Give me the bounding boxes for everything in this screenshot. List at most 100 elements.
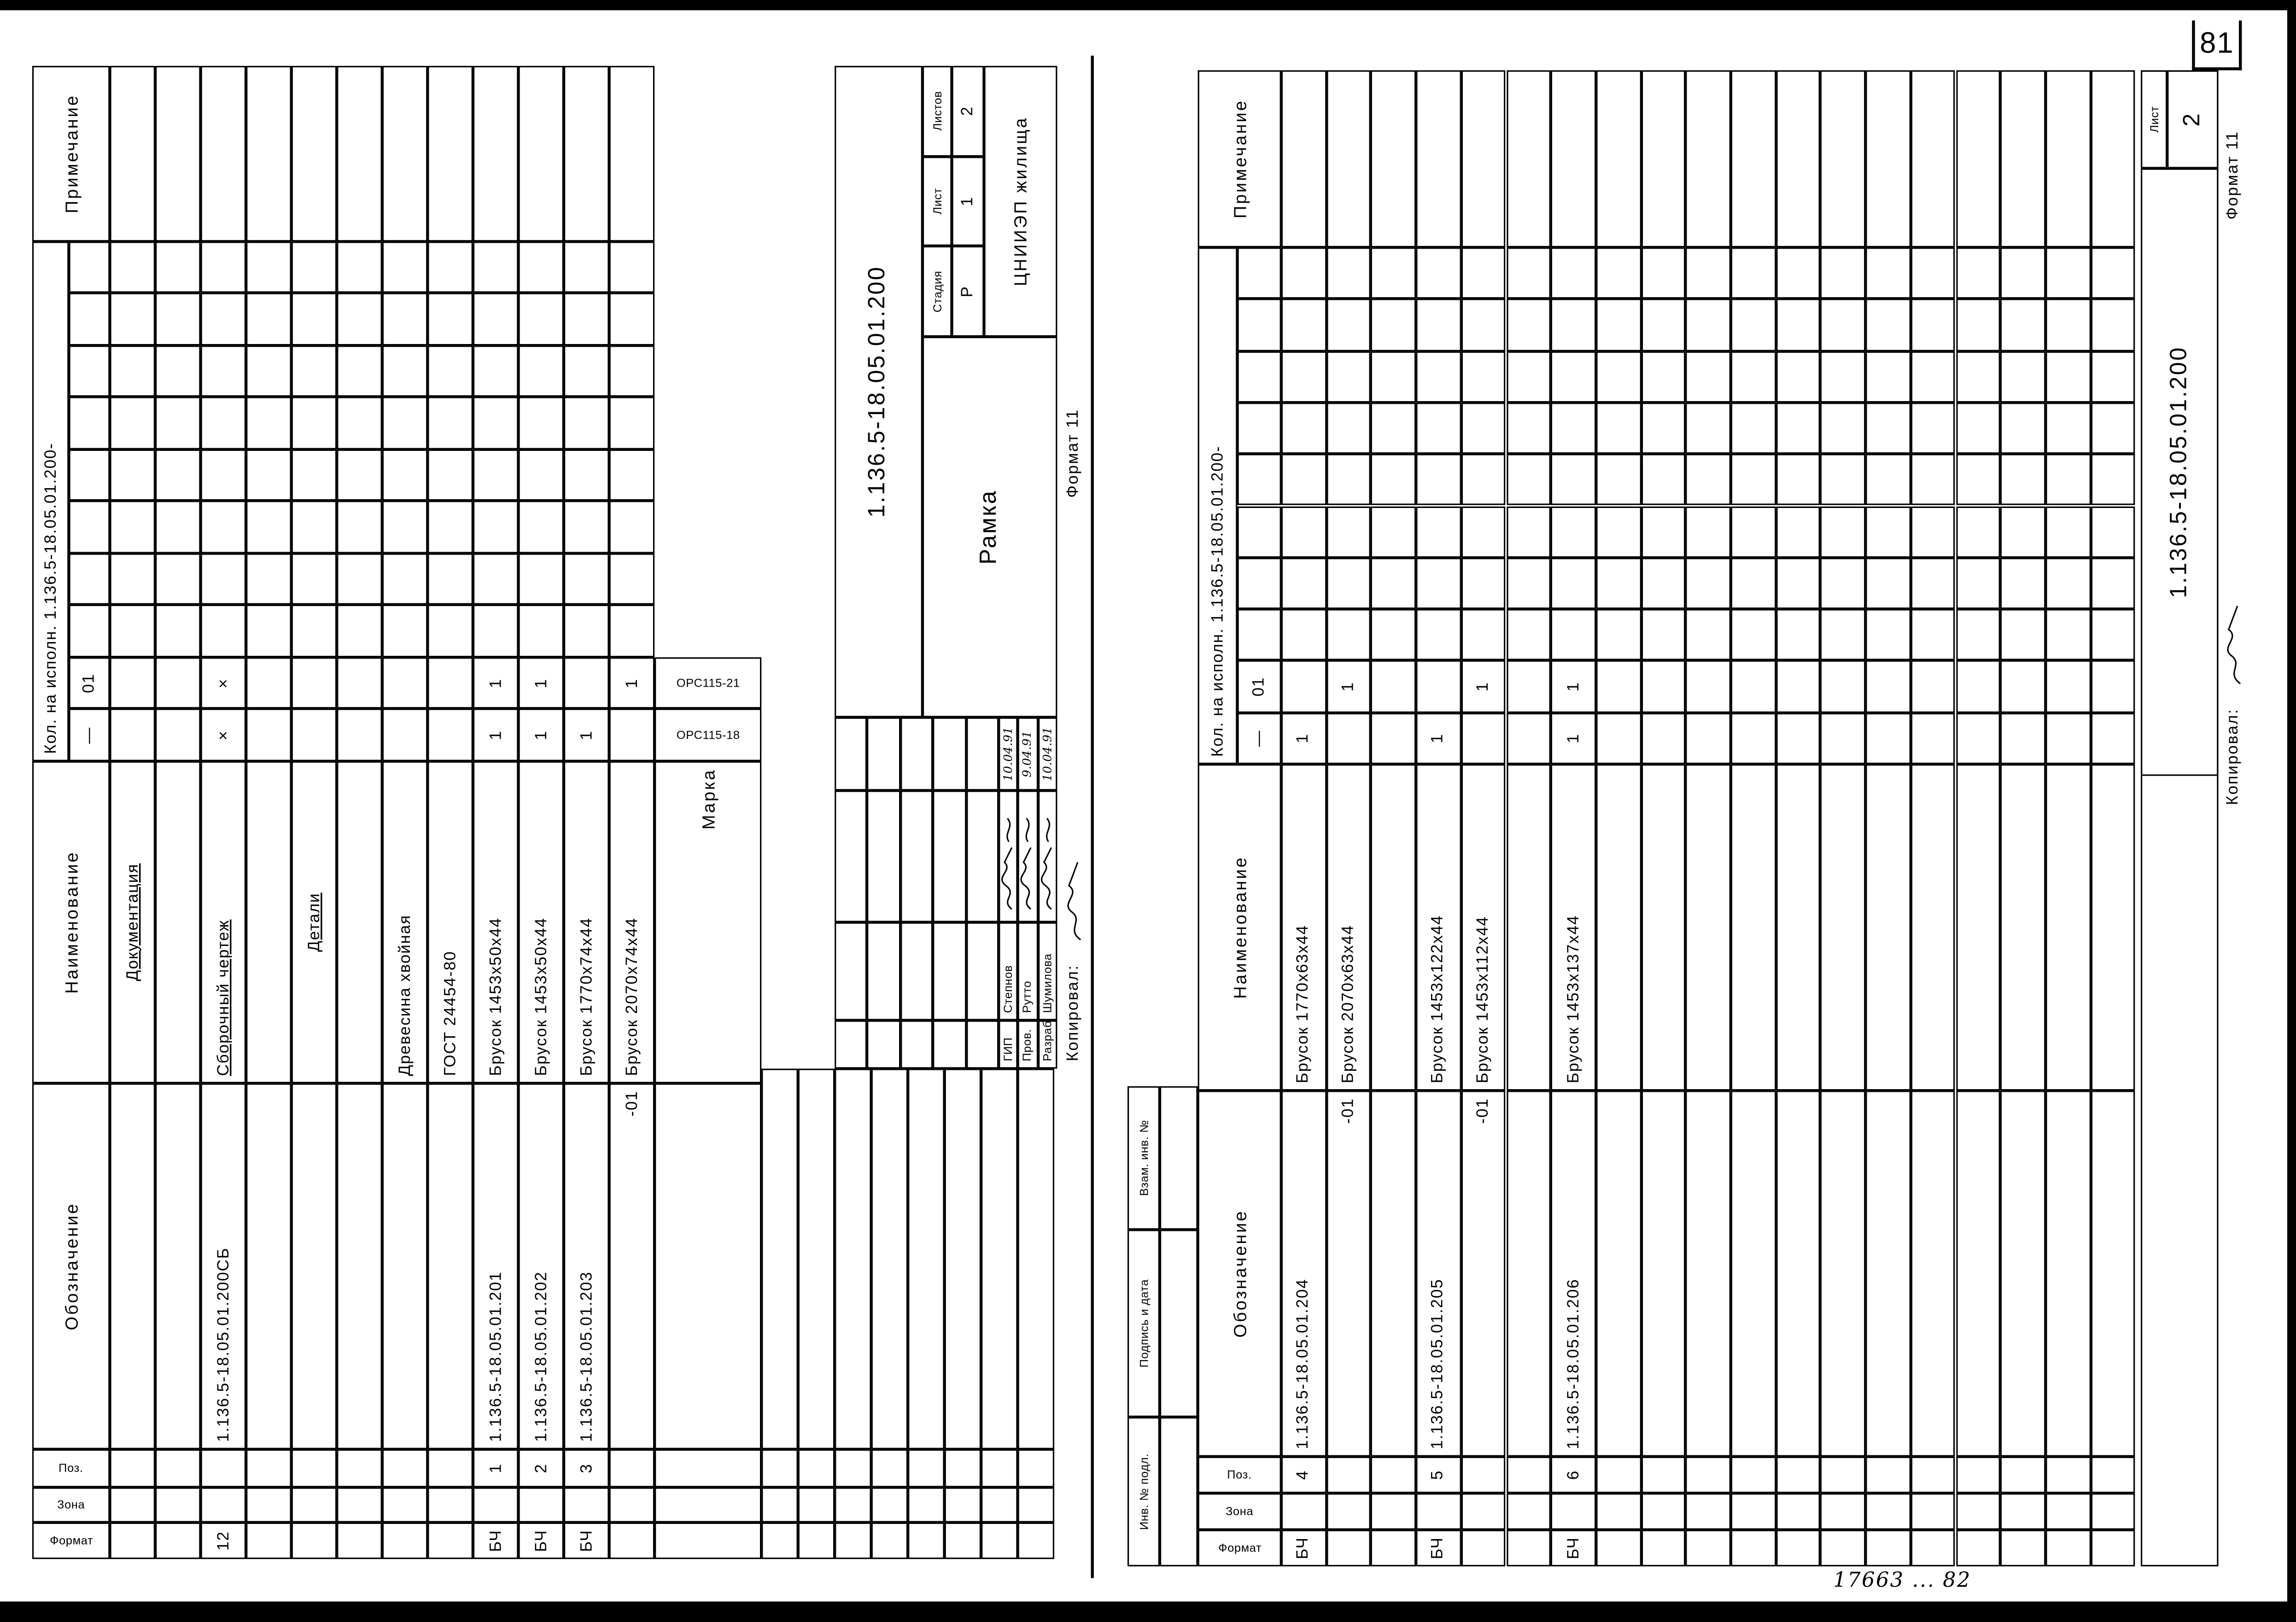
cell-zone — [291, 1487, 337, 1523]
cell-quantity — [1686, 402, 1731, 455]
cell-quantity — [246, 241, 292, 294]
cell-quantity — [1730, 609, 1776, 661]
marka-value-text: ОРС115-18 — [676, 729, 740, 742]
cell-position: 2 — [518, 1449, 564, 1488]
cell-quantity — [1686, 350, 1731, 403]
cell-quantity — [2045, 350, 2091, 403]
stage-value-text: 2 — [959, 106, 977, 116]
cell-zone — [110, 1487, 155, 1523]
handwritten-signature — [1001, 817, 1013, 910]
cell-quantity — [110, 293, 155, 346]
cell-position — [1641, 1456, 1686, 1494]
cell-name-text: Документация — [123, 863, 141, 981]
cell-quantity — [1416, 402, 1461, 455]
cell-quantity — [1910, 247, 1956, 299]
cell-quantity — [609, 241, 655, 294]
header-zone: Зона — [1198, 1493, 1281, 1530]
copier-signature — [1067, 862, 1081, 941]
cell-zone — [155, 1487, 201, 1523]
cell-quantity — [563, 345, 609, 398]
cell-position — [1776, 1456, 1821, 1494]
cell-designation-text: -01 — [1340, 1098, 1358, 1124]
header-designation: Обозначение — [1198, 1091, 1281, 1457]
cell-quantity: 1 — [1461, 660, 1506, 713]
cell-quantity — [563, 657, 609, 710]
signature-table-cell — [835, 717, 868, 791]
copier-signature — [2227, 606, 2241, 684]
cell-quantity — [1641, 660, 1686, 713]
cell-zone — [1730, 1493, 1776, 1530]
cell-note — [1506, 70, 1551, 248]
cell-designation: 1.136.5-18.05.01.201 — [473, 1083, 519, 1449]
cell-designation — [1776, 1091, 1821, 1457]
cell-format — [761, 1522, 798, 1559]
cell-position: 4 — [1281, 1456, 1326, 1494]
cell-quantity — [1776, 454, 1821, 506]
cell-designation — [246, 1083, 292, 1449]
cell-name — [1776, 764, 1821, 1091]
header-quantity-variant — [69, 449, 110, 502]
cell-quantity — [2000, 660, 2045, 713]
document-code: 1.136.5-18.05.01.200 — [835, 66, 923, 718]
cell-quantity — [200, 449, 246, 502]
cell-quantity — [1730, 712, 1776, 764]
cell-quantity — [1776, 712, 1821, 764]
cell-quantity — [1551, 350, 1596, 403]
cell-quantity — [1506, 557, 1551, 609]
cell-position — [382, 1449, 428, 1488]
cell-quantity — [1776, 660, 1821, 713]
cell-name-text: Брусок 1453x122x44 — [1430, 915, 1448, 1084]
cell-format: БЧ — [1281, 1529, 1326, 1567]
cell-quantity — [1955, 247, 2001, 299]
cell-quantity — [1730, 454, 1776, 506]
cell-format — [155, 1522, 201, 1559]
cell-quantity: × — [200, 709, 246, 761]
cell-zone — [473, 1487, 519, 1523]
document-name-text: Рамка — [976, 489, 1002, 565]
cell-quantity — [518, 449, 564, 502]
cell-designation: 1.136.5-18.05.01.205 — [1416, 1091, 1461, 1457]
cell-quantity — [518, 345, 564, 398]
cell-quantity — [1326, 506, 1371, 558]
cell-quantity — [427, 501, 473, 554]
cell-designation — [291, 1083, 337, 1449]
staff-date: 9.04.91 — [1018, 717, 1038, 791]
cell-quantity-text: 1 — [487, 678, 505, 688]
cell-position — [871, 1449, 908, 1488]
cell-quantity — [382, 657, 428, 710]
header-quantity-text: Кол. на исполн. 1.136.5-18.05.01.200- — [1209, 445, 1227, 757]
document-code-text: 1.136.5-18.05.01.200 — [2166, 346, 2191, 598]
cell-quantity: × — [200, 657, 246, 710]
cell-quantity — [427, 449, 473, 502]
staff-signature — [1037, 790, 1057, 922]
cell-format — [2090, 1529, 2136, 1567]
cell-quantity — [2000, 506, 2045, 558]
cell-designation: -01 — [609, 1083, 655, 1449]
cell-quantity — [1551, 402, 1596, 455]
cell-designation-text: -01 — [623, 1091, 641, 1117]
cell-format — [1371, 1529, 1416, 1567]
cell-quantity-text: × — [214, 730, 232, 741]
cell-quantity — [1506, 299, 1551, 351]
side-stamp-value — [1159, 1230, 1198, 1417]
cell-quantity — [1641, 609, 1686, 661]
cell-zone — [944, 1487, 981, 1523]
cell-name — [1730, 764, 1776, 1091]
cell-quantity-text: 1 — [487, 730, 505, 741]
cell-quantity: 1 — [609, 657, 655, 710]
cell-quantity — [1865, 350, 1911, 403]
cell-quantity — [473, 241, 519, 294]
cell-quantity — [1776, 350, 1821, 403]
cell-quantity — [518, 501, 564, 554]
header-quantity-variant: 01 — [69, 657, 110, 710]
cell-quantity — [1461, 247, 1506, 299]
left-sheet-specification: Формат Зона Поз. Обозначение Наименование Кол… — [32, 65, 1057, 1559]
cell-quantity — [200, 241, 246, 294]
cell-designation — [110, 1083, 155, 1449]
cell-quantity — [291, 345, 337, 398]
cell-name — [1641, 764, 1686, 1091]
staff-name: Шумилова — [1037, 922, 1057, 1021]
cell-position: 3 — [563, 1449, 609, 1488]
cell-quantity — [1910, 402, 1956, 455]
cell-quantity — [337, 553, 382, 606]
